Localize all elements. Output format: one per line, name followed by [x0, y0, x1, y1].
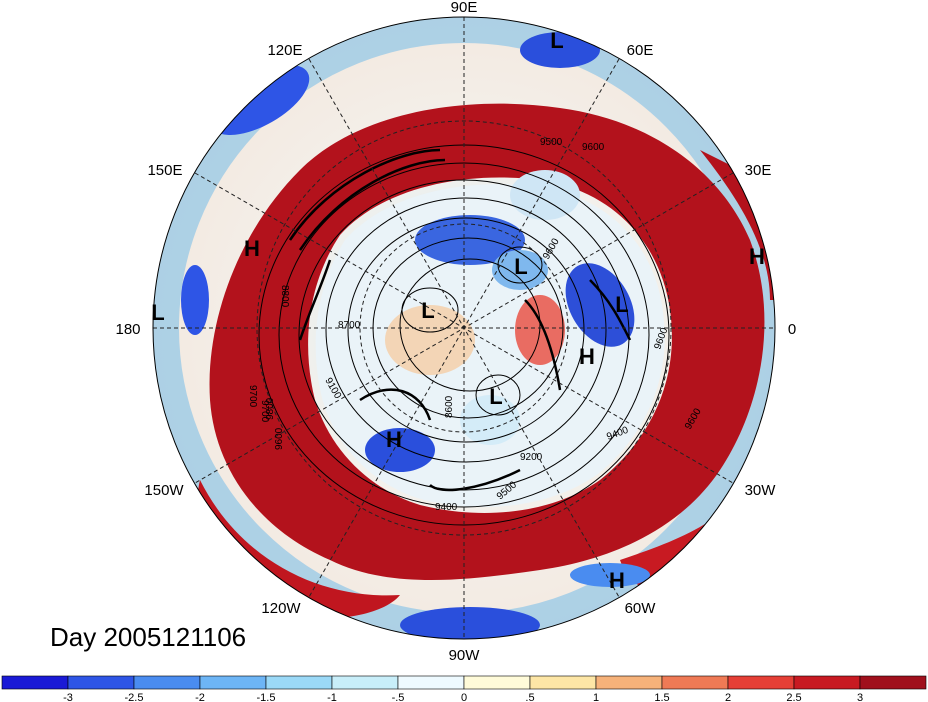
- low-center: L: [151, 300, 164, 325]
- high-center: H: [244, 236, 260, 261]
- lon-label-60e: 60E: [627, 42, 654, 59]
- lon-label-90e: 90E: [451, 0, 478, 16]
- negative-anomaly: [181, 265, 209, 335]
- colorbar-swatch: [265, 675, 333, 690]
- high-center: H: [749, 244, 765, 269]
- colorbar-tick-label: .5: [525, 692, 534, 702]
- colorbar-swatch: [793, 675, 861, 690]
- contour-label: 8800: [279, 285, 290, 308]
- contour-label: 9700: [247, 385, 258, 408]
- pressure-centers: L L L L L L H H H H H: [151, 28, 765, 593]
- colorbar-swatch: [397, 675, 465, 690]
- graticule: [153, 17, 775, 639]
- colorbar-tick-label: -3: [63, 692, 73, 702]
- colorbar-swatch: [661, 675, 729, 690]
- contour-label: 8700: [338, 320, 361, 331]
- map-border: [152, 16, 776, 640]
- jet-contours: [288, 148, 632, 492]
- longitude-labels: 90E 60E 30E 0 30W 60W 90W 120W 150W 180 …: [115, 0, 796, 664]
- colorbar-swatch: [199, 675, 267, 690]
- positive-anomaly-ring: [209, 103, 765, 580]
- contour-label: 9200: [520, 452, 543, 463]
- inner-region: [315, 184, 665, 508]
- contour-label: 9700: [259, 400, 270, 423]
- negative-anomaly: [492, 250, 548, 290]
- colorbar-tick-label: -.5: [392, 692, 405, 702]
- colorbar-swatch: [331, 675, 399, 690]
- low-center: L: [489, 384, 502, 409]
- high-center: H: [609, 568, 625, 593]
- lon-label-150w: 150W: [144, 482, 184, 499]
- colorbar-swatch: [1, 675, 69, 690]
- date-label: Day 2005121106: [50, 622, 246, 652]
- colorbar-tick-label: 2: [725, 692, 731, 702]
- lon-label-150e: 150E: [147, 162, 182, 179]
- colorbar-tick-label: 1.5: [654, 692, 669, 702]
- colorbar-swatch: [67, 675, 135, 690]
- lon-label-0: 0: [788, 321, 796, 338]
- low-center: L: [550, 28, 563, 53]
- contour-label: 9400: [435, 502, 458, 513]
- colorbar-tick-label: -2.5: [125, 692, 144, 702]
- colorbar-swatch: [595, 675, 663, 690]
- negative-anomaly: [400, 607, 540, 639]
- colorbar-swatch: [727, 675, 795, 690]
- contour-label: 9500: [540, 137, 563, 148]
- contour-label: 9800: [265, 397, 276, 420]
- low-center: L: [615, 292, 628, 317]
- lon-label-90w: 90W: [449, 647, 481, 664]
- colorbar-tick-label: 2.5: [786, 692, 801, 702]
- lon-label-30e: 30E: [745, 162, 772, 179]
- colorbar-swatch: [133, 675, 201, 690]
- colorbar-swatch: [529, 675, 597, 690]
- colorbar-tick-label: -1.5: [257, 692, 276, 702]
- colorbar-tick-label: -1: [327, 692, 337, 702]
- lon-label-180: 180: [115, 321, 140, 338]
- colorbar-swatch: [859, 675, 927, 690]
- colorbar-tick-label: 3: [857, 692, 863, 702]
- negative-anomaly: [565, 263, 635, 347]
- contour-label: 9600: [274, 427, 285, 450]
- negative-anomaly: [365, 428, 435, 472]
- contour-label: 8600: [444, 395, 455, 418]
- colorbar: -3 -2.5 -2 -1.5 -1 -.5 0 .5 1 1.5 2 2.5 3: [1, 675, 927, 702]
- lon-label-30w: 30W: [745, 482, 777, 499]
- lon-label-120w: 120W: [261, 600, 301, 617]
- negative-anomaly: [570, 563, 650, 587]
- colorbar-swatch: [463, 675, 531, 690]
- low-center: L: [421, 298, 434, 323]
- map-disk: [153, 17, 775, 639]
- anomaly-patch: [510, 170, 580, 220]
- anomaly-patch: [460, 395, 520, 445]
- colorbar-tick-label: 0: [461, 692, 467, 702]
- lon-label-60w: 60W: [625, 600, 657, 617]
- colorbar-tick-label: 1: [593, 692, 599, 702]
- low-center: L: [514, 254, 527, 279]
- colorbar-tick-label: -2: [195, 692, 205, 702]
- high-center: H: [386, 427, 402, 452]
- contour-label: 9600: [582, 142, 605, 153]
- lon-label-120e: 120E: [267, 42, 302, 59]
- negative-anomaly: [520, 32, 600, 68]
- high-center: H: [579, 344, 595, 369]
- negative-anomaly: [415, 215, 525, 265]
